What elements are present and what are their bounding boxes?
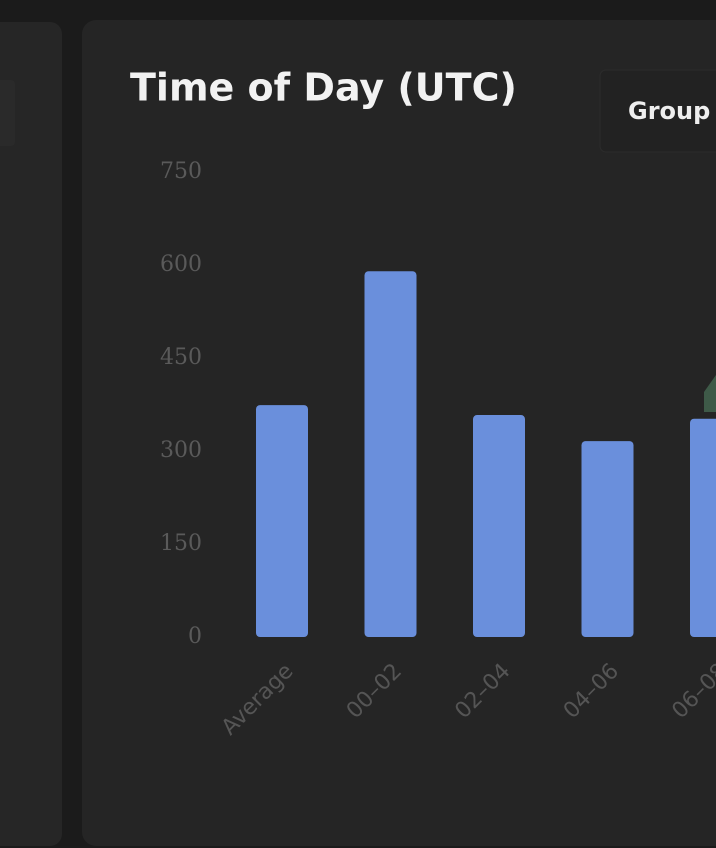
y-tick-label: 300 [160, 438, 202, 463]
left-panel [0, 22, 62, 846]
group-button-label[interactable]: Group [628, 97, 710, 125]
bar [581, 441, 634, 637]
bar [690, 418, 716, 637]
y-tick-label: 0 [188, 624, 202, 649]
y-tick-label: 750 [160, 159, 202, 184]
decoration [704, 375, 716, 412]
y-tick-label: 600 [160, 252, 202, 277]
chart-title: Time of Day (UTC) [130, 66, 517, 110]
y-tick-label: 150 [160, 531, 202, 556]
bar [256, 405, 308, 637]
bar [364, 271, 417, 637]
left-panel-item [0, 80, 15, 146]
bar [473, 415, 525, 637]
y-tick-label: 450 [160, 345, 202, 370]
group-button[interactable] [599, 69, 716, 153]
